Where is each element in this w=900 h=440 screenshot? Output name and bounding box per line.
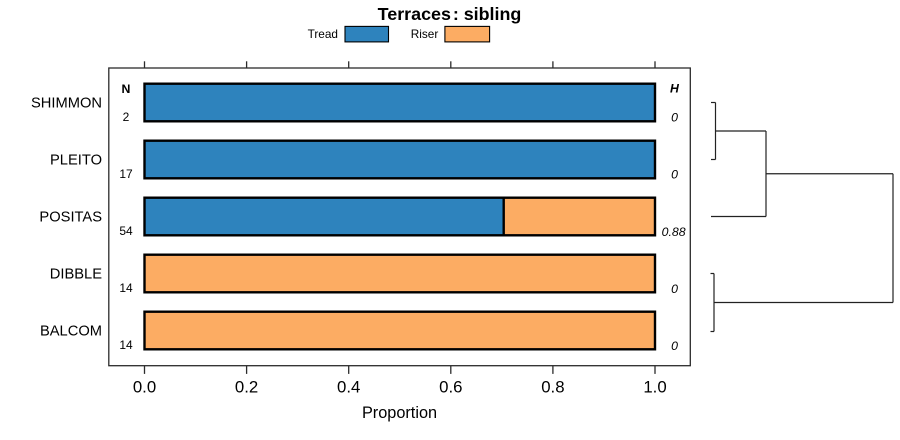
svg-text:14: 14 <box>119 338 133 352</box>
svg-text:0: 0 <box>671 110 678 124</box>
svg-text:BALCOM: BALCOM <box>40 324 102 340</box>
svg-text:DIBBLE: DIBBLE <box>50 267 102 283</box>
svg-text:0: 0 <box>671 282 678 296</box>
svg-text:0.8: 0.8 <box>541 377 564 396</box>
svg-text:0.88: 0.88 <box>662 225 686 239</box>
svg-text:0: 0 <box>671 167 678 181</box>
svg-text:SHIMMON: SHIMMON <box>31 96 102 112</box>
svg-text:PLEITO: PLEITO <box>50 153 102 169</box>
svg-text:Riser: Riser <box>411 27 439 41</box>
svg-text:Proportion: Proportion <box>362 404 437 422</box>
svg-text:1.0: 1.0 <box>643 377 666 396</box>
svg-text:N: N <box>122 82 131 96</box>
svg-text:0.0: 0.0 <box>133 377 156 396</box>
svg-text:0.6: 0.6 <box>439 377 462 396</box>
svg-text:H: H <box>670 82 680 96</box>
svg-text:Tread: Tread <box>308 27 338 41</box>
svg-text:0.2: 0.2 <box>235 377 258 396</box>
svg-text:2: 2 <box>123 110 130 124</box>
svg-text:0.4: 0.4 <box>337 377 360 396</box>
svg-text:14: 14 <box>119 281 133 295</box>
svg-text:0: 0 <box>671 339 678 353</box>
svg-text:17: 17 <box>119 167 133 181</box>
svg-text:54: 54 <box>119 224 133 238</box>
svg-text:Terraces:sibling: Terraces: sibling <box>378 4 522 24</box>
svg-text:POSITAS: POSITAS <box>39 210 102 226</box>
